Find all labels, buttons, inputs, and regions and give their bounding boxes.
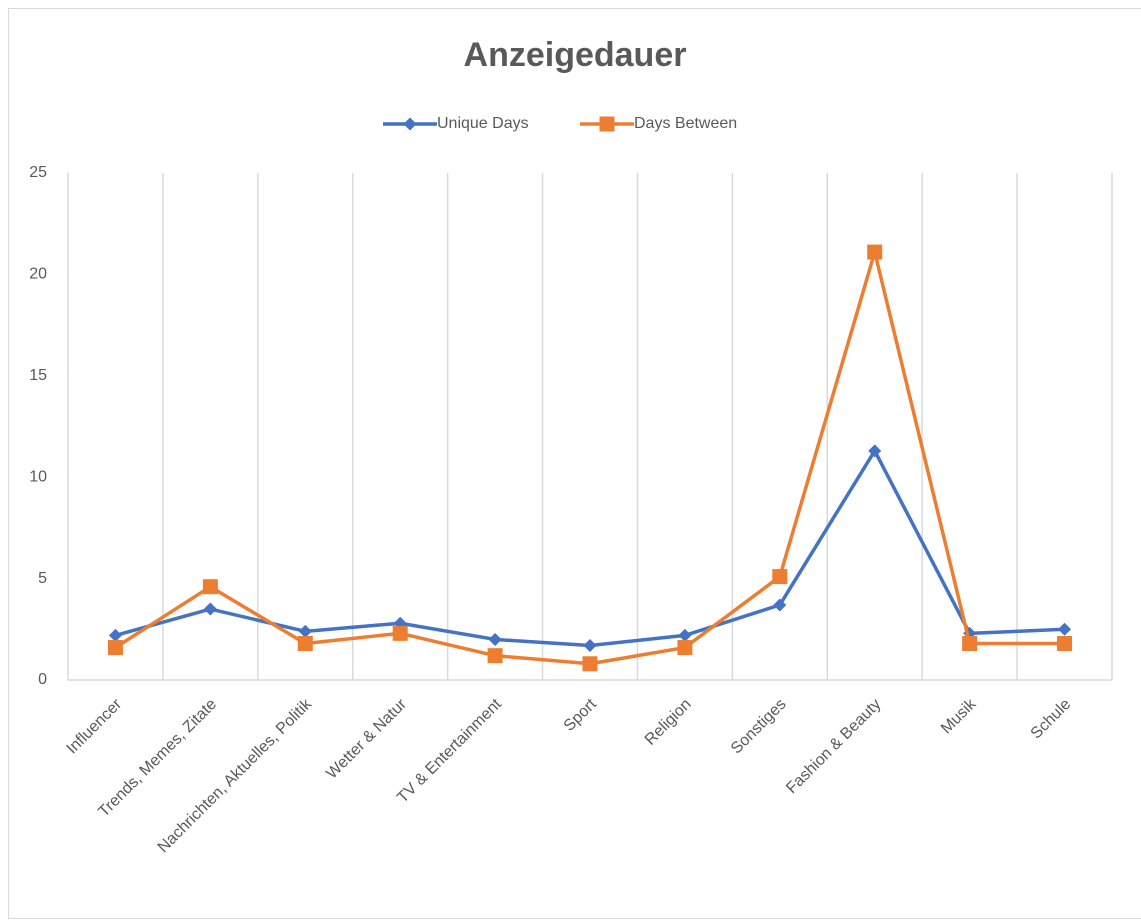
- data-point: [678, 628, 692, 642]
- data-point: [867, 244, 883, 260]
- data-point: [297, 635, 313, 651]
- y-tick-label: 0: [38, 671, 47, 688]
- data-point: [1057, 635, 1073, 651]
- data-point: [583, 639, 597, 653]
- data-point: [868, 444, 882, 458]
- chart-title: Anzeigedauer: [464, 36, 687, 74]
- data-point: [202, 579, 218, 595]
- y-tick-label: 10: [29, 468, 47, 485]
- data-point: [487, 648, 503, 664]
- data-point: [488, 632, 502, 646]
- legend-marker: [599, 116, 615, 132]
- data-point: [203, 602, 217, 616]
- data-point: [298, 624, 312, 638]
- y-tick-label: 25: [29, 164, 47, 181]
- data-point: [1058, 622, 1072, 636]
- data-point: [773, 598, 787, 612]
- data-point: [392, 625, 408, 641]
- data-point: [772, 569, 788, 585]
- data-point: [108, 628, 122, 642]
- legend-label: Days Between: [634, 115, 737, 132]
- y-tick-label: 5: [38, 570, 47, 587]
- data-point: [962, 635, 978, 651]
- data-point: [677, 640, 693, 656]
- legend-marker: [403, 117, 417, 131]
- y-tick-label: 20: [29, 266, 47, 283]
- y-tick-label: 15: [29, 367, 47, 384]
- legend-label: Unique Days: [437, 115, 529, 132]
- chart-border: [8, 8, 1141, 919]
- data-point: [582, 656, 598, 672]
- data-point: [107, 640, 123, 656]
